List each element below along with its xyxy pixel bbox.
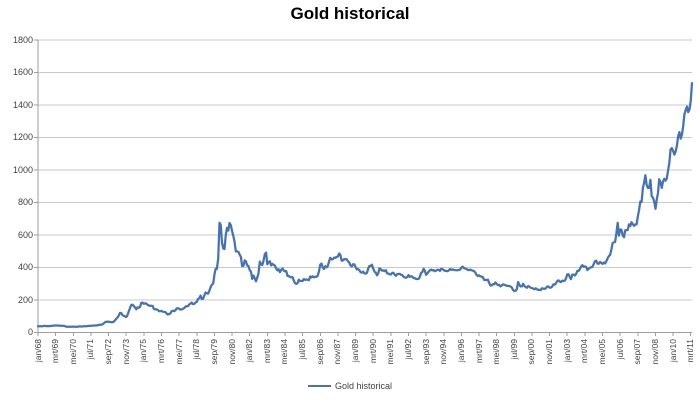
- x-axis-label: sep/93: [420, 339, 431, 365]
- x-axis-label: sep/00: [526, 339, 537, 365]
- legend-label: Gold historical: [334, 381, 393, 391]
- x-axis-label: mrt/11: [685, 339, 696, 363]
- y-axis-label: 1200: [12, 132, 33, 142]
- series-line-gold: [36, 81, 694, 328]
- x-axis-label: mei/84: [279, 339, 290, 365]
- x-axis-label: jul/78: [191, 339, 202, 360]
- x-axis-label: jul/06: [614, 339, 625, 360]
- y-axis-label: 200: [17, 294, 33, 305]
- x-axis-label: mrt/90: [367, 339, 378, 364]
- x-axis-label: jul/92: [402, 339, 413, 360]
- x-axis-label: sep/07: [632, 339, 643, 365]
- x-axis-label: mrt/83: [261, 339, 272, 364]
- x-axis-label: sep/72: [103, 339, 114, 365]
- x-axis-label: jul/99: [508, 339, 519, 360]
- y-axis-label: 1000: [12, 164, 33, 175]
- y-axis-label: 1600: [12, 67, 33, 77]
- x-axis-label: mrt/04: [579, 339, 590, 364]
- y-axis-label: 0: [27, 327, 33, 337]
- y-axis-label: 1400: [12, 99, 33, 110]
- x-axis-label: mei/77: [173, 339, 184, 365]
- x-axis-label: jan/82: [244, 339, 255, 363]
- x-axis-label: nov/73: [120, 339, 131, 365]
- x-axis-label: jul/85: [297, 339, 308, 360]
- x-axis-label: jan/75: [138, 339, 149, 363]
- x-axis-label: sep/86: [314, 339, 325, 365]
- x-axis-label: nov/94: [438, 339, 449, 365]
- x-axis-label: mei/98: [491, 339, 502, 365]
- chart-title: Gold historical: [290, 4, 410, 23]
- legend-line-sample: [307, 384, 331, 388]
- x-axis-label: jan/68: [32, 339, 43, 363]
- y-axis-label: 600: [17, 229, 33, 240]
- x-axis-label: mrt/69: [50, 339, 61, 364]
- x-axis-label: mei/91: [385, 339, 396, 365]
- y-axis-label: 800: [17, 197, 33, 207]
- x-axis-label: mrt/97: [473, 339, 484, 364]
- y-axis-label: 400: [17, 262, 33, 272]
- x-axis-label: nov/01: [544, 339, 555, 365]
- x-axis-label: jan/10: [667, 339, 678, 363]
- x-axis-label: mrt/76: [155, 339, 166, 364]
- y-axis-label: 1800: [12, 34, 33, 45]
- x-axis-label: mei/70: [67, 339, 78, 365]
- x-axis-label: sep/79: [208, 339, 219, 365]
- x-axis-label: nov/87: [332, 339, 343, 365]
- x-axis-label: jul/71: [85, 339, 96, 360]
- legend: Gold historical: [0, 381, 700, 391]
- x-axis-label: jan/96: [455, 339, 466, 363]
- x-axis-label: nov/80: [226, 339, 237, 365]
- x-axis-label: jan/03: [561, 339, 572, 363]
- x-axis-label: mei/05: [597, 339, 608, 365]
- x-axis-label: jan/89: [350, 339, 361, 363]
- x-axis-label: nov/08: [649, 339, 660, 365]
